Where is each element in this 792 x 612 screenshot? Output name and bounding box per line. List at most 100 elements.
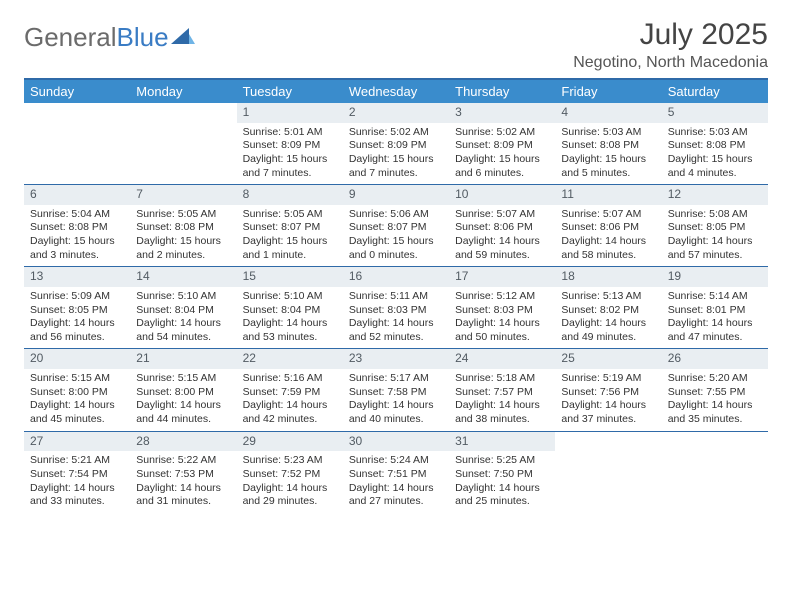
day-body: Sunrise: 5:05 AMSunset: 8:07 PMDaylight:… xyxy=(237,205,343,267)
day-body: Sunrise: 5:02 AMSunset: 8:09 PMDaylight:… xyxy=(449,123,555,185)
day-number: 13 xyxy=(24,267,130,287)
day-cell: 21Sunrise: 5:15 AMSunset: 8:00 PMDayligh… xyxy=(130,349,236,430)
daylight-text: Daylight: 14 hours and 29 minutes. xyxy=(243,482,337,509)
sunset-text: Sunset: 7:52 PM xyxy=(243,468,337,482)
sunset-text: Sunset: 8:08 PM xyxy=(668,139,762,153)
sunrise-text: Sunrise: 5:18 AM xyxy=(455,372,549,386)
day-number: 5 xyxy=(662,103,768,123)
day-cell: 20Sunrise: 5:15 AMSunset: 8:00 PMDayligh… xyxy=(24,349,130,430)
day-number: 6 xyxy=(24,185,130,205)
sunrise-text: Sunrise: 5:11 AM xyxy=(349,290,443,304)
day-cell: 11Sunrise: 5:07 AMSunset: 8:06 PMDayligh… xyxy=(555,185,661,266)
logo-text-gray: General xyxy=(24,22,117,53)
sunset-text: Sunset: 8:05 PM xyxy=(668,221,762,235)
sunrise-text: Sunrise: 5:23 AM xyxy=(243,454,337,468)
dayhead-wednesday: Wednesday xyxy=(343,80,449,103)
sunset-text: Sunset: 8:08 PM xyxy=(30,221,124,235)
day-number: 27 xyxy=(24,432,130,452)
daylight-text: Daylight: 14 hours and 44 minutes. xyxy=(136,399,230,426)
daylight-text: Daylight: 14 hours and 40 minutes. xyxy=(349,399,443,426)
day-cell: 14Sunrise: 5:10 AMSunset: 8:04 PMDayligh… xyxy=(130,267,236,348)
sunset-text: Sunset: 7:58 PM xyxy=(349,386,443,400)
day-number: 22 xyxy=(237,349,343,369)
sunset-text: Sunset: 8:04 PM xyxy=(136,304,230,318)
daylight-text: Daylight: 14 hours and 56 minutes. xyxy=(30,317,124,344)
sunrise-text: Sunrise: 5:02 AM xyxy=(455,126,549,140)
week-row: 27Sunrise: 5:21 AMSunset: 7:54 PMDayligh… xyxy=(24,431,768,513)
day-cell xyxy=(130,103,236,184)
daylight-text: Daylight: 14 hours and 45 minutes. xyxy=(30,399,124,426)
sunset-text: Sunset: 8:09 PM xyxy=(349,139,443,153)
location-label: Negotino, North Macedonia xyxy=(573,54,768,72)
day-body: Sunrise: 5:08 AMSunset: 8:05 PMDaylight:… xyxy=(662,205,768,267)
sunrise-text: Sunrise: 5:06 AM xyxy=(349,208,443,222)
day-cell: 12Sunrise: 5:08 AMSunset: 8:05 PMDayligh… xyxy=(662,185,768,266)
day-cell: 2Sunrise: 5:02 AMSunset: 8:09 PMDaylight… xyxy=(343,103,449,184)
day-number: 20 xyxy=(24,349,130,369)
day-number: 7 xyxy=(130,185,236,205)
day-body: Sunrise: 5:05 AMSunset: 8:08 PMDaylight:… xyxy=(130,205,236,267)
daylight-text: Daylight: 14 hours and 42 minutes. xyxy=(243,399,337,426)
day-body: Sunrise: 5:22 AMSunset: 7:53 PMDaylight:… xyxy=(130,451,236,513)
sunset-text: Sunset: 7:55 PM xyxy=(668,386,762,400)
day-number: 21 xyxy=(130,349,236,369)
day-cell: 23Sunrise: 5:17 AMSunset: 7:58 PMDayligh… xyxy=(343,349,449,430)
day-body: Sunrise: 5:16 AMSunset: 7:59 PMDaylight:… xyxy=(237,369,343,431)
week-row: 20Sunrise: 5:15 AMSunset: 8:00 PMDayligh… xyxy=(24,348,768,430)
day-body: Sunrise: 5:12 AMSunset: 8:03 PMDaylight:… xyxy=(449,287,555,349)
day-cell: 4Sunrise: 5:03 AMSunset: 8:08 PMDaylight… xyxy=(555,103,661,184)
sunrise-text: Sunrise: 5:10 AM xyxy=(136,290,230,304)
sunrise-text: Sunrise: 5:03 AM xyxy=(561,126,655,140)
sunset-text: Sunset: 7:59 PM xyxy=(243,386,337,400)
day-cell: 5Sunrise: 5:03 AMSunset: 8:08 PMDaylight… xyxy=(662,103,768,184)
daylight-text: Daylight: 15 hours and 1 minute. xyxy=(243,235,337,262)
daylight-text: Daylight: 14 hours and 53 minutes. xyxy=(243,317,337,344)
sunset-text: Sunset: 8:01 PM xyxy=(668,304,762,318)
sunset-text: Sunset: 8:04 PM xyxy=(243,304,337,318)
day-number: 29 xyxy=(237,432,343,452)
day-cell: 8Sunrise: 5:05 AMSunset: 8:07 PMDaylight… xyxy=(237,185,343,266)
daylight-text: Daylight: 14 hours and 31 minutes. xyxy=(136,482,230,509)
daylight-text: Daylight: 14 hours and 33 minutes. xyxy=(30,482,124,509)
sunset-text: Sunset: 7:53 PM xyxy=(136,468,230,482)
day-body: Sunrise: 5:01 AMSunset: 8:09 PMDaylight:… xyxy=(237,123,343,185)
day-body: Sunrise: 5:07 AMSunset: 8:06 PMDaylight:… xyxy=(555,205,661,267)
sunset-text: Sunset: 7:57 PM xyxy=(455,386,549,400)
week-row: 1Sunrise: 5:01 AMSunset: 8:09 PMDaylight… xyxy=(24,103,768,184)
day-body: Sunrise: 5:25 AMSunset: 7:50 PMDaylight:… xyxy=(449,451,555,513)
daylight-text: Daylight: 14 hours and 58 minutes. xyxy=(561,235,655,262)
daylight-text: Daylight: 15 hours and 6 minutes. xyxy=(455,153,549,180)
day-body: Sunrise: 5:24 AMSunset: 7:51 PMDaylight:… xyxy=(343,451,449,513)
day-cell: 31Sunrise: 5:25 AMSunset: 7:50 PMDayligh… xyxy=(449,432,555,513)
month-title: July 2025 xyxy=(573,18,768,52)
day-body: Sunrise: 5:02 AMSunset: 8:09 PMDaylight:… xyxy=(343,123,449,185)
day-number: 18 xyxy=(555,267,661,287)
sunrise-text: Sunrise: 5:08 AM xyxy=(668,208,762,222)
sunrise-text: Sunrise: 5:07 AM xyxy=(455,208,549,222)
day-cell: 6Sunrise: 5:04 AMSunset: 8:08 PMDaylight… xyxy=(24,185,130,266)
title-block: July 2025 Negotino, North Macedonia xyxy=(573,18,768,72)
day-cell: 16Sunrise: 5:11 AMSunset: 8:03 PMDayligh… xyxy=(343,267,449,348)
daylight-text: Daylight: 14 hours and 59 minutes. xyxy=(455,235,549,262)
sunrise-text: Sunrise: 5:07 AM xyxy=(561,208,655,222)
daylight-text: Daylight: 14 hours and 38 minutes. xyxy=(455,399,549,426)
daylight-text: Daylight: 15 hours and 2 minutes. xyxy=(136,235,230,262)
sunrise-text: Sunrise: 5:24 AM xyxy=(349,454,443,468)
day-number: 24 xyxy=(449,349,555,369)
day-cell: 26Sunrise: 5:20 AMSunset: 7:55 PMDayligh… xyxy=(662,349,768,430)
sunrise-text: Sunrise: 5:25 AM xyxy=(455,454,549,468)
calendar: Sunday Monday Tuesday Wednesday Thursday… xyxy=(24,78,768,513)
sunrise-text: Sunrise: 5:03 AM xyxy=(668,126,762,140)
sunset-text: Sunset: 8:09 PM xyxy=(455,139,549,153)
day-body: Sunrise: 5:11 AMSunset: 8:03 PMDaylight:… xyxy=(343,287,449,349)
dayhead-sunday: Sunday xyxy=(24,80,130,103)
daylight-text: Daylight: 15 hours and 5 minutes. xyxy=(561,153,655,180)
day-number: 15 xyxy=(237,267,343,287)
day-cell: 25Sunrise: 5:19 AMSunset: 7:56 PMDayligh… xyxy=(555,349,661,430)
day-cell: 3Sunrise: 5:02 AMSunset: 8:09 PMDaylight… xyxy=(449,103,555,184)
sunrise-text: Sunrise: 5:17 AM xyxy=(349,372,443,386)
sunrise-text: Sunrise: 5:04 AM xyxy=(30,208,124,222)
day-body: Sunrise: 5:10 AMSunset: 8:04 PMDaylight:… xyxy=(237,287,343,349)
daylight-text: Daylight: 15 hours and 7 minutes. xyxy=(243,153,337,180)
sunrise-text: Sunrise: 5:21 AM xyxy=(30,454,124,468)
